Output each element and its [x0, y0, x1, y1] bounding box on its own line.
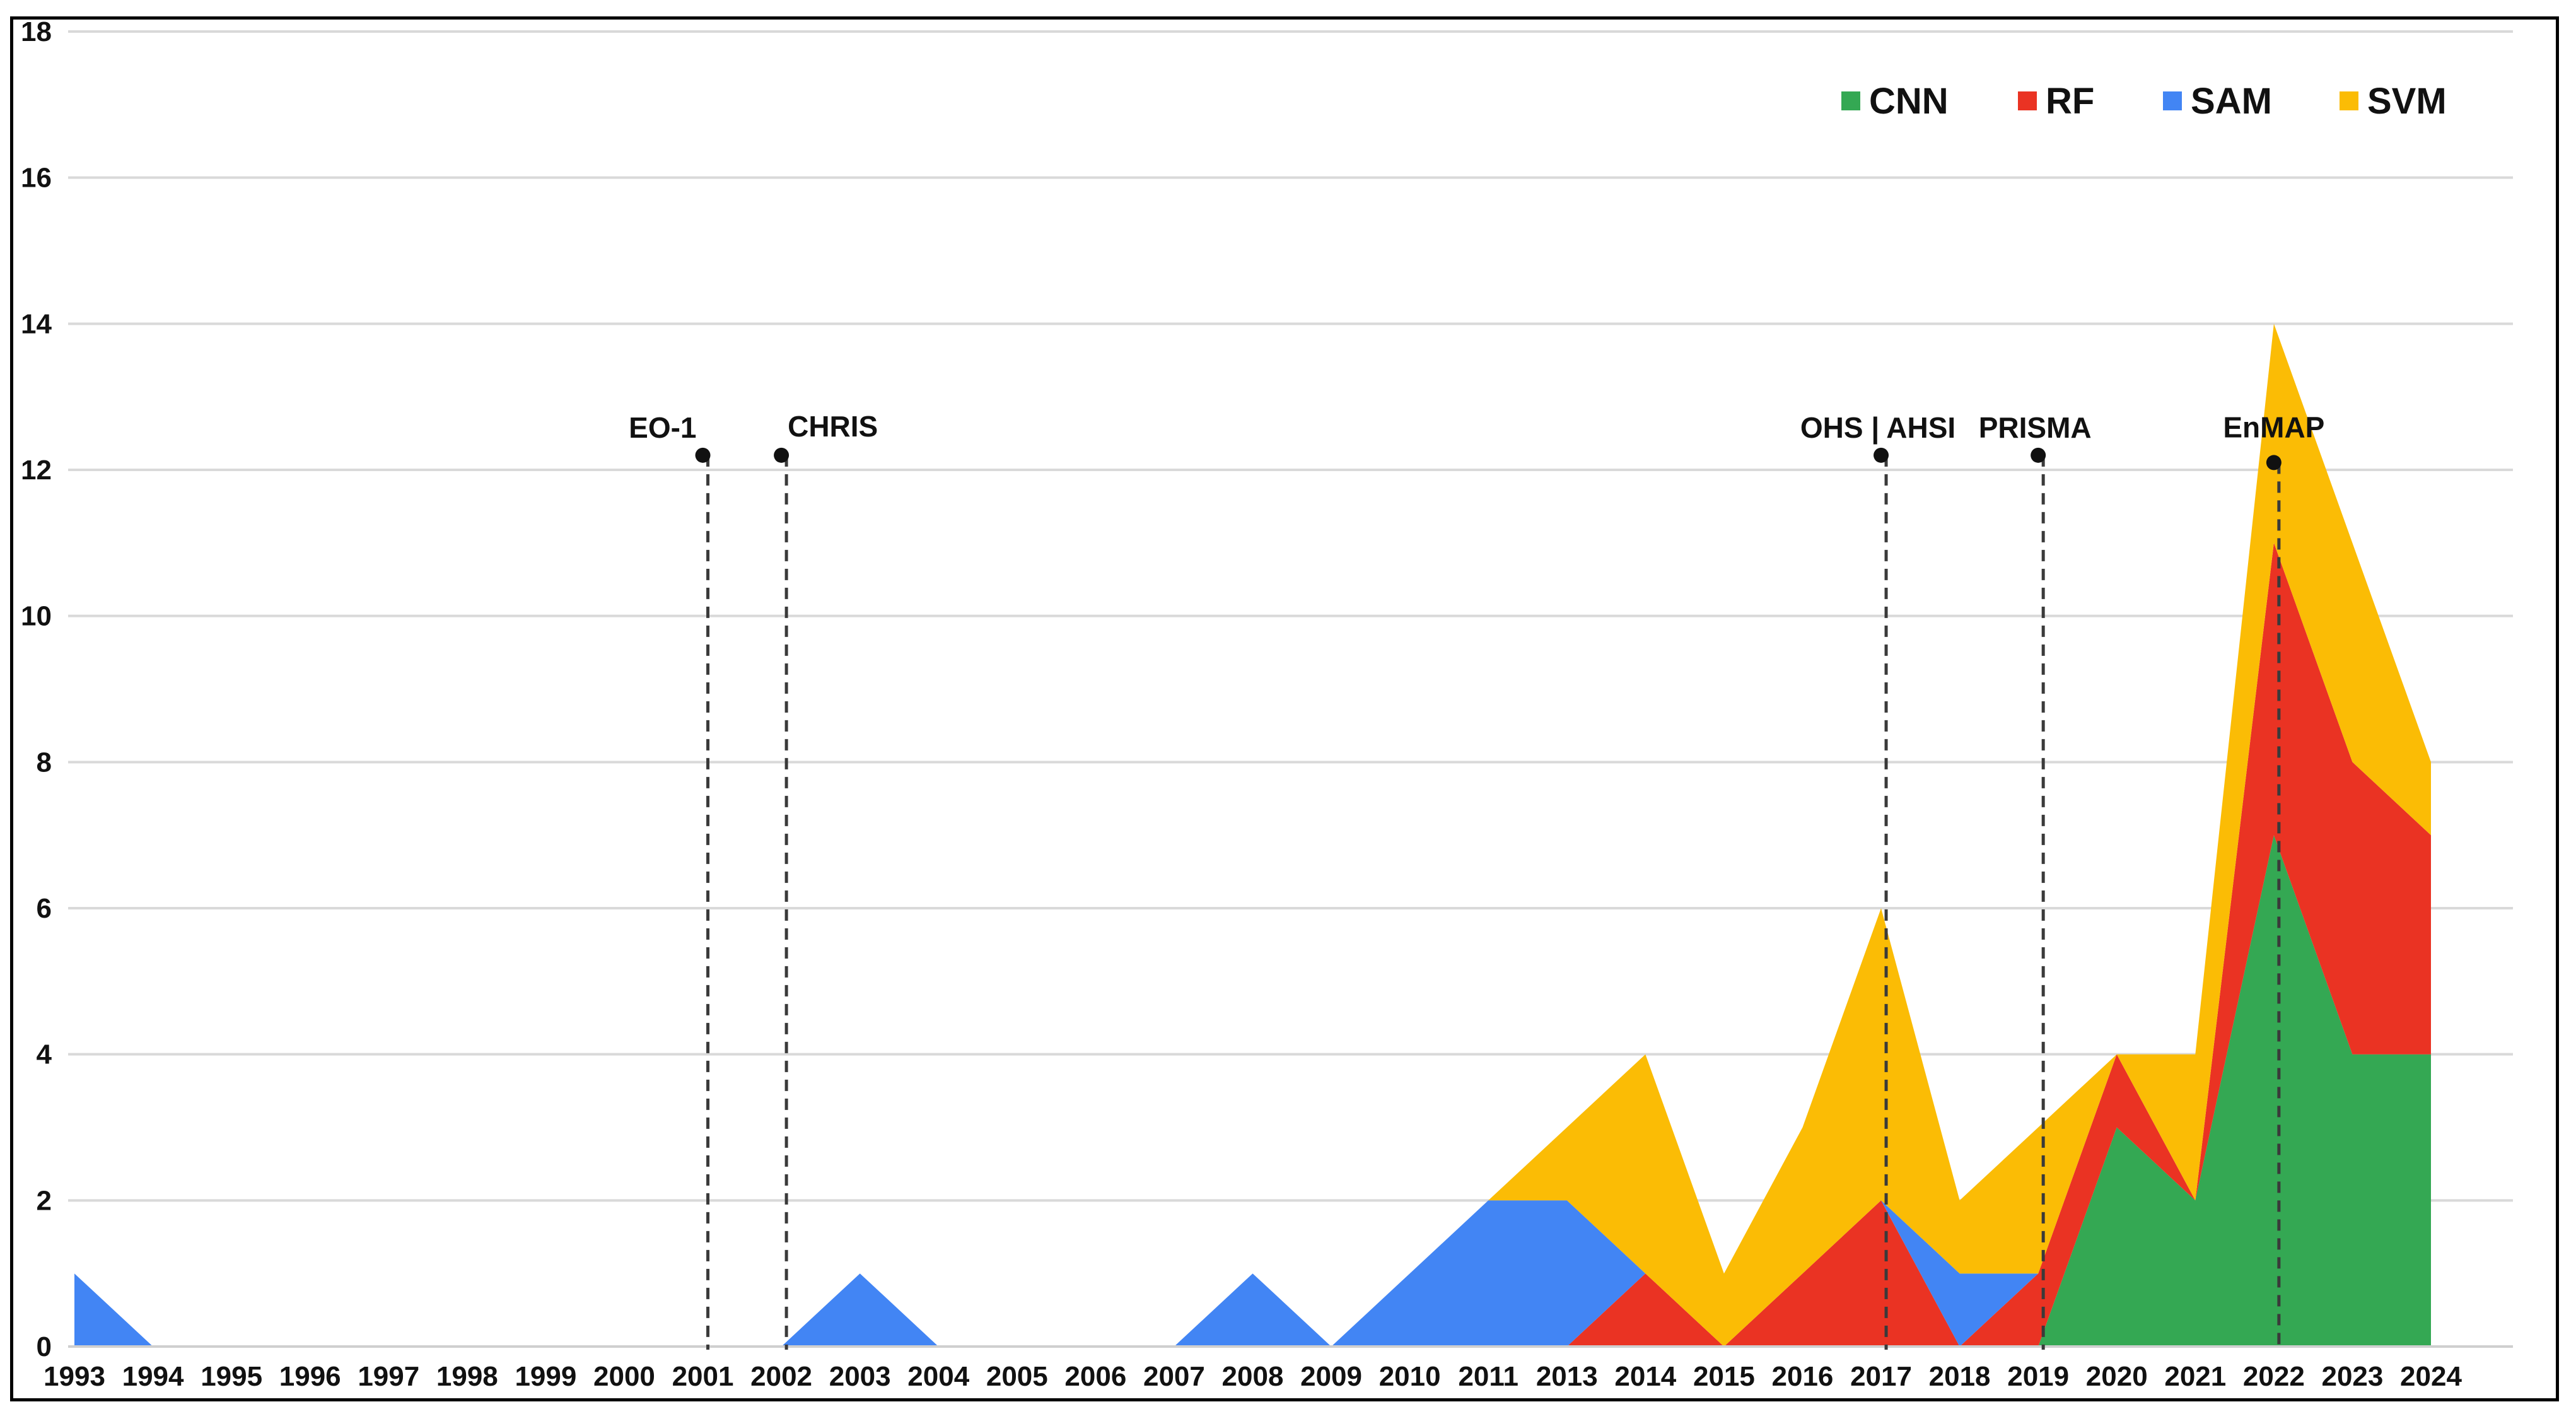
x-tick-label: 1996: [279, 1361, 341, 1392]
series-area-rf: [74, 542, 2431, 1347]
y-tick-label: 18: [21, 16, 52, 47]
axes: 0 2 4 6 8 10 12 14 16 18 1993 1994 1995 1996 1997 1998 1…: [21, 16, 2513, 1392]
y-tick-label: 12: [21, 455, 52, 486]
x-tick-label: 2003: [829, 1361, 891, 1392]
legend-label-rf: RF: [2046, 81, 2094, 122]
y-tick-label: 16: [21, 163, 52, 194]
x-tick-label: 1993: [44, 1361, 105, 1392]
legend: CNN RF SAM SVM: [1841, 81, 2447, 122]
x-tick-label: 2015: [1693, 1361, 1755, 1392]
x-tick-label: 2000: [593, 1361, 655, 1392]
x-tick-label: 2011: [1458, 1361, 1518, 1392]
x-tick-label: 2010: [1379, 1361, 1441, 1392]
y-tick-label: 4: [37, 1039, 52, 1070]
annotation-label: PRISMA: [1979, 411, 2092, 444]
x-tick-label: 2019: [2007, 1361, 2069, 1392]
x-tick-label: 2007: [1143, 1361, 1205, 1392]
series-area-cnn: [74, 835, 2431, 1347]
x-tick-label: 2005: [986, 1361, 1048, 1392]
x-tick-label: 1999: [515, 1361, 576, 1392]
grid-lines: [68, 30, 2513, 1202]
x-tick-label: 1994: [122, 1361, 184, 1392]
x-tick-label: 2008: [1222, 1361, 1284, 1392]
annotation-marker: [2031, 447, 2046, 463]
annotation-label: OHS | AHSI: [1800, 411, 1955, 444]
x-tick-label: 2004: [907, 1361, 969, 1392]
x-tick-label: 2013: [1536, 1361, 1598, 1392]
y-tick-label: 6: [37, 893, 52, 924]
x-tick-label: 2006: [1064, 1361, 1126, 1392]
annotation-label: EnMAP: [2223, 411, 2324, 443]
legend-label-cnn: CNN: [1869, 81, 1949, 122]
x-tick-label: 2001: [672, 1361, 734, 1392]
x-tick-label: 2017: [1850, 1361, 1912, 1392]
x-tick-label: 2022: [2243, 1361, 2305, 1392]
x-tick-label: 1997: [358, 1361, 419, 1392]
annotation-marker: [774, 447, 790, 463]
x-tick-label: 2009: [1300, 1361, 1362, 1392]
legend-swatch-rf: [2018, 91, 2037, 110]
legend-swatch-cnn: [1841, 91, 1860, 110]
legend-swatch-svm: [2340, 91, 2358, 110]
legend-label-svm: SVM: [2367, 81, 2447, 122]
annotation-marker: [2266, 455, 2282, 470]
x-tick-label: 2016: [1772, 1361, 1834, 1392]
y-tick-label: 14: [21, 308, 52, 339]
x-tick-label: 2024: [2400, 1361, 2462, 1392]
y-tick-label: 2: [37, 1185, 52, 1216]
chart-frame: [10, 16, 2559, 1401]
x-tick-label: 2018: [1929, 1361, 1991, 1392]
annotation-label: CHRIS: [788, 410, 878, 443]
y-tick-label: 10: [21, 601, 52, 632]
x-tick-label: 2021: [2164, 1361, 2226, 1392]
x-tick-label: 2023: [2321, 1361, 2383, 1392]
annotation-marker: [1874, 447, 1889, 463]
sensor-annotations: EO-1 CHRIS OHS | AHSI PRISMA EnMAP: [629, 410, 2324, 1350]
x-tick-label: 2014: [1614, 1361, 1676, 1392]
x-tick-label: 1998: [436, 1361, 498, 1392]
y-tick-label: 0: [37, 1331, 52, 1362]
legend-label-sam: SAM: [2191, 81, 2272, 122]
annotation-marker: [695, 447, 711, 463]
y-tick-label: 8: [37, 747, 52, 778]
series-area-svm: [74, 324, 2431, 1347]
legend-swatch-sam: [2163, 91, 2182, 110]
annotation-label: EO-1: [629, 411, 696, 444]
x-tick-label: 2002: [750, 1361, 812, 1392]
x-tick-label: 2020: [2086, 1361, 2148, 1392]
x-tick-label: 1995: [201, 1361, 262, 1392]
area-series-layer: [74, 324, 2431, 1347]
